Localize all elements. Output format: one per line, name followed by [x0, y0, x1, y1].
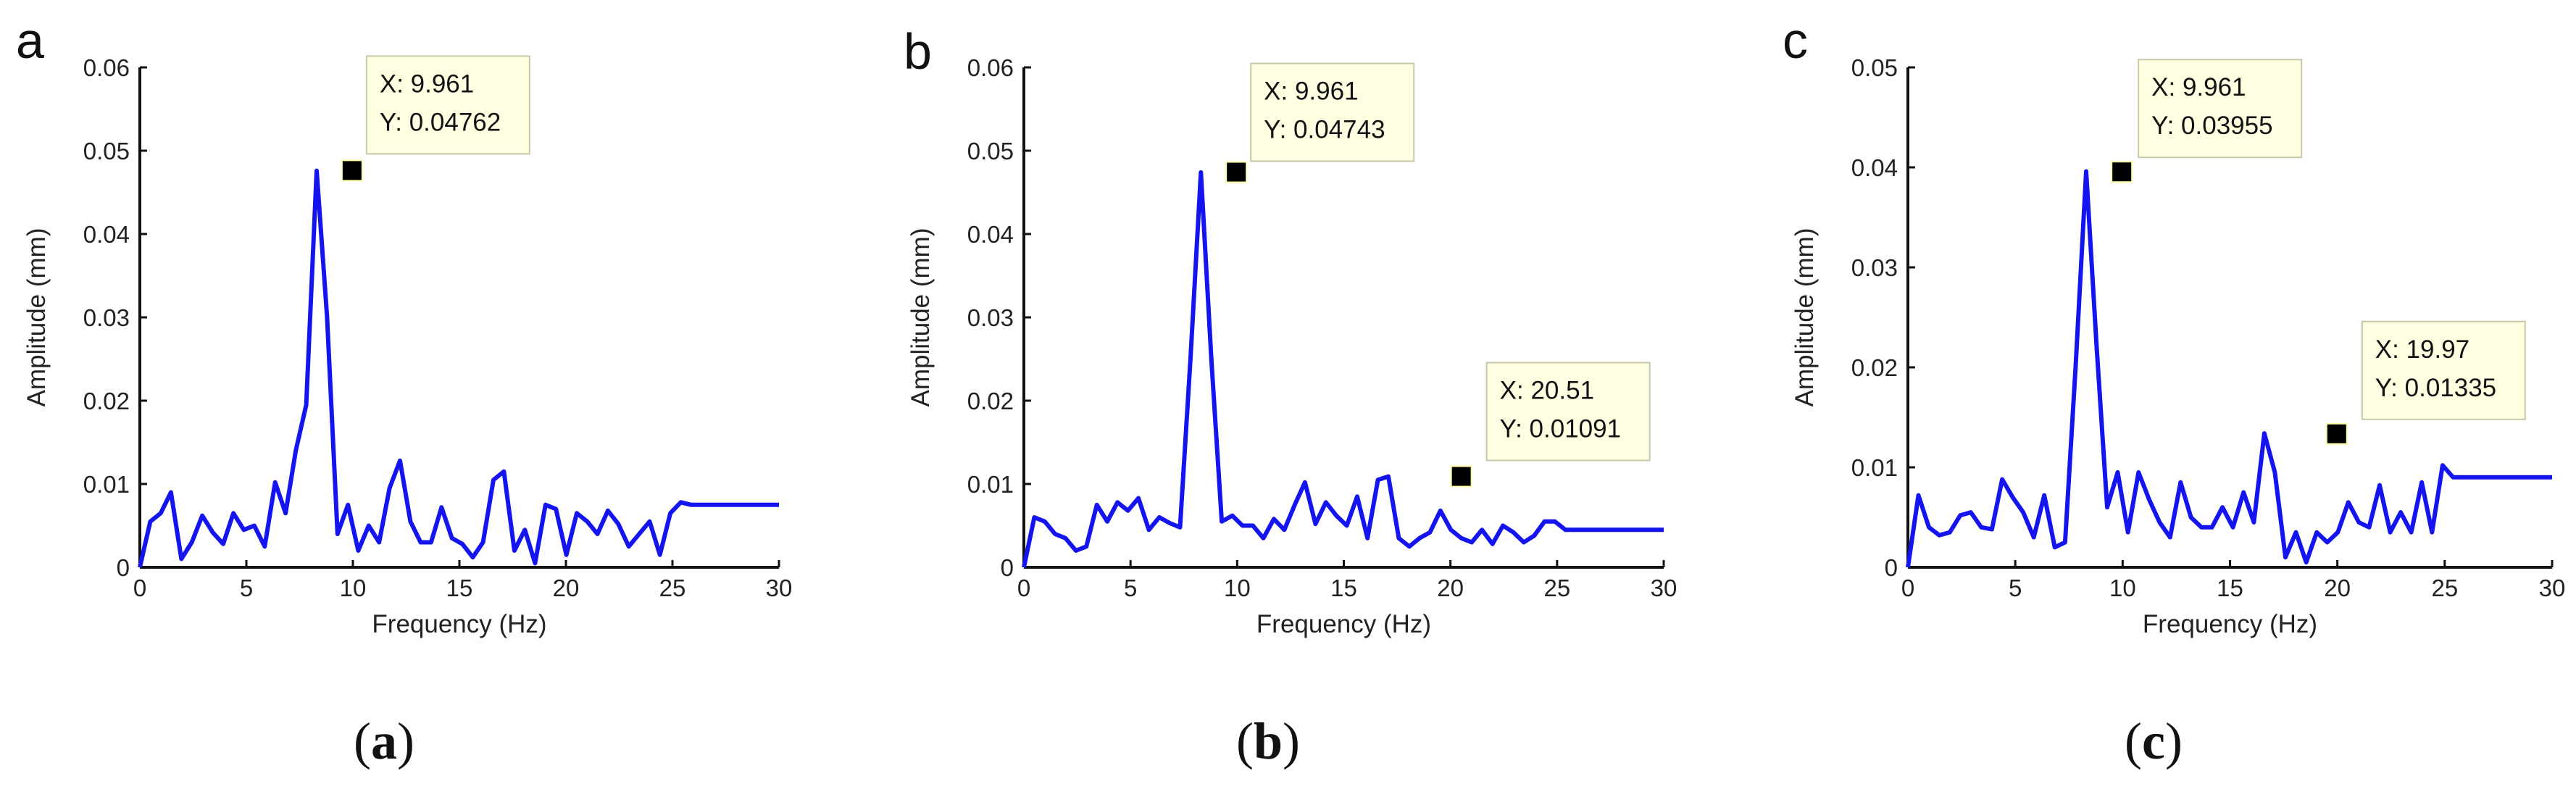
- series-line: [1022, 170, 1664, 568]
- panel-caption: (c): [2125, 712, 2183, 770]
- y-tick-label: 0.03: [967, 304, 1014, 331]
- datatip-marker: [1450, 465, 1472, 488]
- x-axis-title: Frequency (Hz): [2143, 610, 2317, 638]
- y-tick-label: 0: [117, 554, 130, 581]
- y-tick-label: 0: [1885, 554, 1898, 581]
- x-axis-title: Frequency (Hz): [1256, 610, 1431, 638]
- y-tick-label: 0.02: [1851, 354, 1898, 381]
- x-tick-label: 0: [1017, 575, 1030, 601]
- datatip-box: [2138, 59, 2303, 159]
- x-tick-label: 10: [2109, 575, 2136, 601]
- caption-letter: c: [2142, 712, 2165, 770]
- y-tick-label: 0.03: [1851, 254, 1898, 281]
- x-tick-label: 25: [659, 575, 686, 601]
- x-tick-label: 30: [1651, 575, 1677, 601]
- y-axis-title: Amplitude (mm): [906, 228, 935, 407]
- datatip-y-text: Y: 0.01091: [1500, 415, 1621, 443]
- x-tick-label: 5: [2009, 575, 2022, 601]
- y-axis-title: Amplitude (mm): [22, 228, 51, 407]
- datatip-box: [365, 55, 530, 155]
- x-tick-label: 10: [1224, 575, 1251, 601]
- datatip-y-text: Y: 0.03955: [2151, 112, 2272, 140]
- x-tick-label: 20: [2324, 575, 2351, 601]
- panel-letter: b: [904, 23, 932, 80]
- panel-caption: (b): [1236, 712, 1300, 770]
- datatip-x-text: X: 19.97: [2375, 335, 2469, 364]
- y-tick-label: 0.01: [83, 471, 130, 498]
- datatip-box: [1485, 362, 1651, 462]
- y-tick-label: 0.04: [967, 221, 1014, 248]
- datatip-x-text: X: 9.961: [2151, 73, 2246, 101]
- x-tick-label: 0: [133, 575, 146, 601]
- caption-letter: a: [371, 712, 397, 770]
- series-line: [1906, 169, 2552, 568]
- datatip-y-text: Y: 0.04762: [380, 108, 501, 136]
- datatip-box: [1250, 62, 1415, 162]
- y-tick-label: 0.04: [1851, 154, 1898, 181]
- x-tick-label: 25: [1543, 575, 1570, 601]
- panel-caption: (a): [354, 712, 414, 770]
- y-tick-label: 0.05: [83, 138, 130, 164]
- chart-panel-c: c 0 5 10 15 20 25 30 0 0.01 0.02 0.03 0.04 0.05 Freque…: [1783, 12, 2565, 770]
- x-tick-label: 15: [1330, 575, 1357, 601]
- datatip-marker: [2111, 161, 2133, 183]
- y-axis-title: Amplitude (mm): [1791, 228, 1819, 407]
- caption-letter: b: [1254, 712, 1283, 770]
- y-tick-label: 0.04: [83, 221, 130, 248]
- x-tick-label: 20: [553, 575, 580, 601]
- x-tick-label: 15: [446, 575, 473, 601]
- chart-panel-a: a 0 5 10 15 20 25 30 0 0.01 0.02 0.03 0.04 0.05 0.06 Fr…: [16, 12, 792, 770]
- datatip-x-text: X: 20.51: [1500, 377, 1594, 405]
- y-tick-label: 0.06: [83, 54, 130, 81]
- series-line: [138, 168, 779, 568]
- x-tick-label: 10: [340, 575, 367, 601]
- datatip-y-text: Y: 0.04743: [1264, 116, 1385, 144]
- y-tick-label: 0.05: [967, 138, 1014, 164]
- y-tick-label: 0.03: [83, 304, 130, 331]
- y-tick-label: 0.02: [967, 388, 1014, 414]
- chart-panel-b: b 0 5 10 15 20 25 30 0 0.01 0.02 0.03 0.04 0.05 0.06 Fr…: [904, 23, 1677, 770]
- panel-letter: c: [1783, 12, 1808, 69]
- x-tick-label: 30: [766, 575, 793, 601]
- x-axis-title: Frequency (Hz): [372, 610, 546, 638]
- datatip-marker: [2325, 422, 2348, 445]
- y-tick-label: 0.02: [83, 388, 130, 414]
- x-tick-label: 30: [2539, 575, 2566, 601]
- datatip-box: [2361, 320, 2526, 420]
- datatip-y-text: Y: 0.01335: [2375, 374, 2496, 402]
- x-tick-label: 20: [1437, 575, 1464, 601]
- x-tick-label: 25: [2431, 575, 2458, 601]
- x-tick-label: 5: [240, 575, 253, 601]
- datatip-marker: [1225, 161, 1248, 183]
- x-tick-label: 5: [1124, 575, 1137, 601]
- x-tick-label: 0: [1901, 575, 1914, 601]
- x-tick-label: 15: [2217, 575, 2243, 601]
- datatip-x-text: X: 9.961: [1264, 78, 1358, 106]
- datatip-marker: [341, 159, 363, 182]
- y-tick-label: 0.01: [967, 471, 1014, 498]
- y-tick-label: 0.01: [1851, 454, 1898, 481]
- y-tick-label: 0.06: [967, 54, 1014, 81]
- datatip-x-text: X: 9.961: [380, 70, 474, 98]
- y-tick-label: 0: [1001, 554, 1014, 581]
- y-tick-label: 0.05: [1851, 54, 1898, 81]
- panel-letter: a: [16, 12, 44, 69]
